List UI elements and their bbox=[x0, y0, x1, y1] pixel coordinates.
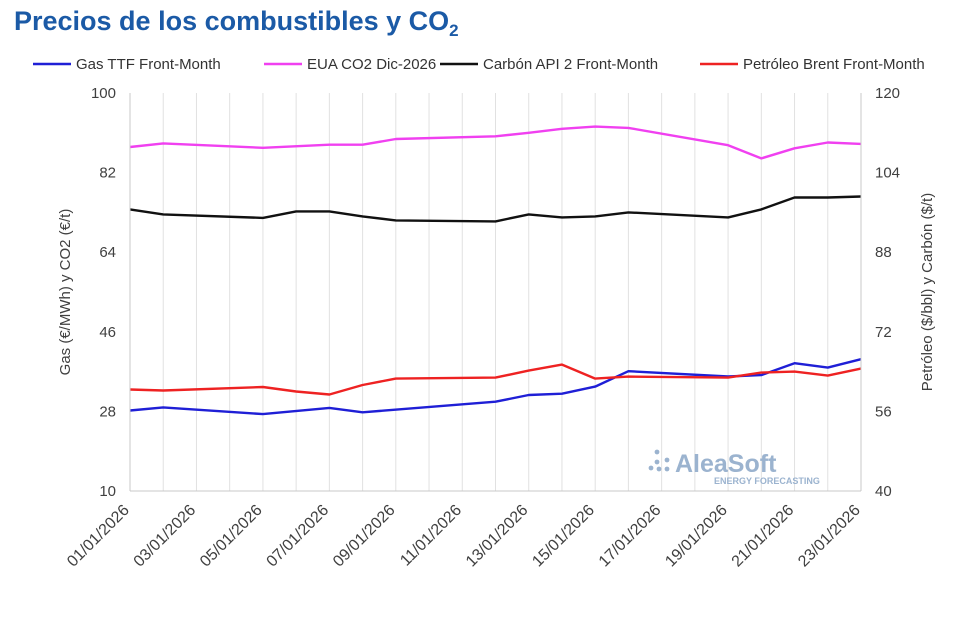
y-left-tick-label: 100 bbox=[91, 85, 116, 102]
logo-dot bbox=[664, 466, 670, 472]
chart-axes: 10 28 46 64 82 100 40 56 72 88 104 120 Gas (€/MWh) y… bbox=[57, 85, 936, 570]
x-tick-label: 11/01/2026 bbox=[397, 502, 465, 570]
y-right-tick-label: 104 bbox=[875, 165, 900, 182]
series-line-carb-n-api-2-front-month bbox=[129, 195, 862, 223]
y-right-tick-label: 72 bbox=[875, 324, 892, 341]
legend-label: Carbón API 2 Front-Month bbox=[483, 56, 658, 73]
logo-dot bbox=[656, 466, 662, 472]
logo-dot bbox=[654, 459, 660, 465]
series-line-eua-co2-dic-2026 bbox=[129, 125, 862, 160]
series-line-gas-ttf-front-month bbox=[129, 358, 862, 416]
x-tick-label: 01/01/2026 bbox=[64, 502, 133, 571]
chart-title: Precios de los combustibles y CO2 bbox=[14, 6, 459, 40]
x-tick-label: 03/01/2026 bbox=[131, 502, 200, 571]
y-left-tick-label: 46 bbox=[99, 324, 116, 341]
logo-dot bbox=[654, 449, 660, 455]
y-right-tick-label: 40 bbox=[875, 483, 892, 500]
y-left-tick-label: 64 bbox=[99, 244, 116, 261]
series-line-petr-leo-brent-front-month bbox=[129, 363, 862, 396]
chart-grid bbox=[129, 93, 862, 491]
y-right-tick-label: 56 bbox=[875, 403, 892, 420]
y-left-tick-label: 10 bbox=[99, 483, 116, 500]
x-tick-label: 19/01/2026 bbox=[662, 502, 731, 571]
logo-text: AleaSoft bbox=[675, 450, 777, 478]
y-left-axis-title: Gas (€/MWh) y CO2 (€/t) bbox=[57, 209, 74, 376]
y-right-axis-title: Petróleo ($/bbl) y Carbón ($/t) bbox=[919, 193, 936, 391]
y-left-tick-label: 28 bbox=[99, 403, 116, 420]
x-tick-label: 17/01/2026 bbox=[596, 502, 665, 571]
logo-subtext: ENERGY FORECASTING bbox=[714, 476, 820, 486]
chart-legend: Gas TTF Front-Month EUA CO2 Dic-2026 Carbó… bbox=[33, 56, 925, 73]
y-right-tick-label: 88 bbox=[875, 244, 892, 261]
logo-dot bbox=[648, 465, 654, 471]
y-left-tick-label: 82 bbox=[99, 165, 116, 182]
legend-label: Petróleo Brent Front-Month bbox=[743, 56, 925, 73]
x-tick-label: 07/01/2026 bbox=[264, 502, 333, 571]
logo-dot bbox=[664, 457, 670, 463]
legend-label: EUA CO2 Dic-2026 bbox=[307, 56, 436, 73]
legend-label: Gas TTF Front-Month bbox=[76, 56, 221, 73]
x-tick-label: 23/01/2026 bbox=[795, 502, 864, 571]
x-tick-label: 21/01/2026 bbox=[729, 502, 798, 571]
chart-series bbox=[129, 125, 862, 416]
x-tick-label: 05/01/2026 bbox=[197, 502, 266, 571]
x-tick-label: 09/01/2026 bbox=[330, 502, 399, 571]
x-tick-label: 13/01/2026 bbox=[463, 502, 532, 571]
x-tick-label: 15/01/2026 bbox=[529, 502, 598, 571]
y-right-tick-label: 120 bbox=[875, 85, 900, 102]
